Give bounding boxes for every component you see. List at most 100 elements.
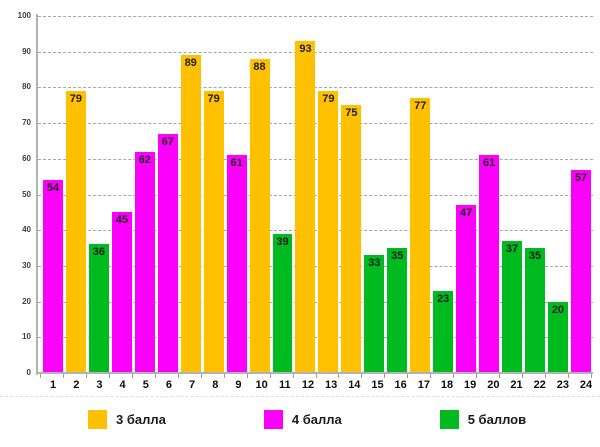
y-axis-line <box>36 14 38 375</box>
bar-value-label: 36 <box>92 246 105 259</box>
x-axis-tick <box>499 374 501 378</box>
x-axis-tick <box>361 374 363 378</box>
x-tick-label-22: 22 <box>533 379 546 391</box>
x-axis-tick <box>315 374 317 378</box>
x-axis-tick <box>246 374 248 378</box>
bar-19: 47 <box>456 205 477 373</box>
bar-value-label: 93 <box>299 43 312 55</box>
bar-2: 79 <box>65 90 86 373</box>
gridline-100 <box>38 16 593 17</box>
x-tick-label-13: 13 <box>325 379 338 391</box>
x-tick-label-23: 23 <box>556 379 569 391</box>
bar-value-label: 33 <box>368 257 381 270</box>
bar-1: 54 <box>43 180 63 373</box>
x-tick-label-16: 16 <box>394 379 407 391</box>
bar-value-label: 47 <box>460 207 473 220</box>
x-axis-tick <box>131 374 133 378</box>
x-axis-tick <box>269 374 271 378</box>
legend-item-5-ballov: 5 баллов <box>439 410 527 429</box>
gridline-60 <box>38 158 593 160</box>
bar-23: 20 <box>547 301 568 373</box>
x-tick-label-11: 11 <box>278 379 291 391</box>
gridline-10 <box>38 337 593 339</box>
y-tick-label-60: 60 <box>22 153 31 163</box>
x-axis-tick <box>384 374 386 378</box>
x-axis-tick <box>338 374 340 378</box>
separator-line <box>0 396 600 397</box>
x-axis-tick <box>200 374 202 378</box>
bar-10: 88 <box>249 58 270 373</box>
bar-value-label: 79 <box>322 92 335 105</box>
bar-20: 61 <box>479 155 500 373</box>
bar-14: 75 <box>341 105 362 373</box>
legend-swatch-5-ballov <box>439 410 459 429</box>
x-axis-tick <box>62 374 64 378</box>
x-tick-label-24: 24 <box>579 379 593 391</box>
bar-value-label: 79 <box>69 92 83 105</box>
x-axis-tick <box>108 374 110 378</box>
bar-value-label: 79 <box>207 92 220 105</box>
bars: 54 79 36 45 62 67 89 79 61 88 39 93 79 75 33 35 77 23 47 61… <box>43 16 591 373</box>
bar-12: 93 <box>295 41 316 373</box>
bar-22: 35 <box>525 248 545 373</box>
legend-swatch-4-balla <box>263 410 283 429</box>
gridline-20 <box>38 301 593 303</box>
bar-value-label: 75 <box>345 107 358 120</box>
x-axis-labels: 1 2 3 4 5 6 7 8 9 10 11 12 13 14 15 16 17 18 19 20 21 22 23 24 <box>43 379 596 392</box>
gridline-70 <box>38 123 593 125</box>
bar-value-label: 89 <box>184 57 197 70</box>
x-axis-tick <box>453 374 455 378</box>
x-tick-label-4: 4 <box>119 379 126 391</box>
x-axis-tick <box>522 374 524 378</box>
x-tick-label-9: 9 <box>235 379 242 391</box>
bar-16: 35 <box>387 248 408 373</box>
bar-15: 33 <box>364 255 385 373</box>
x-axis-tick <box>591 374 592 378</box>
x-axis-tick <box>568 374 570 378</box>
x-tick-label-20: 20 <box>487 379 500 391</box>
y-tick-label-100: 100 <box>17 11 31 20</box>
bar-4: 45 <box>111 212 132 373</box>
bar-value-label: 23 <box>437 292 450 305</box>
bar-6: 67 <box>157 133 178 373</box>
x-tick-label-2: 2 <box>73 379 80 391</box>
bar-11: 39 <box>272 233 293 373</box>
bar-value-label: 77 <box>414 100 427 113</box>
x-tick-label-17: 17 <box>417 379 430 391</box>
gridline-50 <box>38 194 593 196</box>
bar-3: 36 <box>88 244 109 373</box>
y-tick-label-10: 10 <box>22 332 31 342</box>
bar-value-label: 37 <box>505 242 519 255</box>
x-axis-tick <box>40 374 41 378</box>
bar-value-label: 35 <box>391 250 404 263</box>
x-tick-label-5: 5 <box>142 379 149 391</box>
bar-value-label: 61 <box>230 157 243 170</box>
x-axis-tick <box>407 374 409 378</box>
y-tick-label-90: 90 <box>22 46 31 56</box>
legend: 3 балла 4 балла 5 баллов <box>88 410 526 429</box>
gridline-90 <box>38 51 593 53</box>
x-axis-tick <box>430 374 432 378</box>
y-tick-label-70: 70 <box>22 118 31 128</box>
legend-label-4-balla: 4 балла <box>291 412 342 427</box>
bar-value-label: 39 <box>276 235 289 248</box>
x-axis-tick <box>177 374 179 378</box>
x-tick-label-19: 19 <box>464 379 477 391</box>
gridline-30 <box>38 265 593 267</box>
bar-8: 79 <box>203 90 224 373</box>
bar-value-label: 57 <box>574 171 588 184</box>
x-axis-tick <box>545 374 547 378</box>
x-tick-label-15: 15 <box>371 379 384 391</box>
y-tick-label-40: 40 <box>22 225 31 235</box>
x-axis-tick <box>85 374 87 378</box>
x-tick-label-21: 21 <box>510 379 523 391</box>
legend-swatch-3-balla <box>88 410 107 429</box>
gridline-40 <box>38 230 593 232</box>
y-tick-label-30: 30 <box>22 260 31 270</box>
x-tick-label-14: 14 <box>348 379 361 391</box>
legend-label-5-ballov: 5 баллов <box>467 412 527 427</box>
legend-item-4-balla: 4 балла <box>263 410 342 429</box>
bar-18: 23 <box>433 290 454 373</box>
bar-value-label: 45 <box>115 214 128 227</box>
